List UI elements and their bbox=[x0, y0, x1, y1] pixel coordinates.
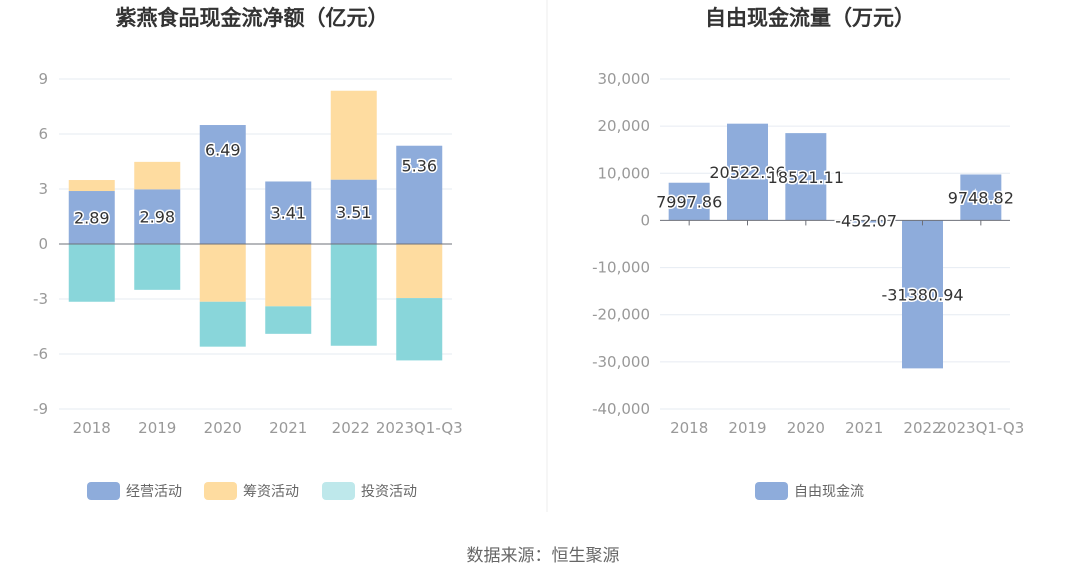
y-tick-label: -10,000 bbox=[592, 259, 650, 277]
x-tick-label: 2021 bbox=[269, 419, 307, 437]
investing-bar bbox=[199, 301, 246, 347]
fcf-value-label: 20522.96 bbox=[709, 163, 785, 182]
y-tick-label: -9 bbox=[33, 400, 48, 418]
legend-label: 自由现金流 bbox=[794, 484, 864, 500]
cash-flow-gridlines bbox=[59, 78, 452, 410]
cash-flow-chart: 紫燕食品现金流净额（亿元） 9 6 3 0 -3 -6 -9 2.89 2.98 6.49 3.4… bbox=[33, 6, 463, 500]
cash-flow-x-axis: 2018 2019 2020 2021 2022 2023Q1-Q3 bbox=[73, 419, 463, 437]
fcf-y-axis: 30,000 20,000 10,000 0 -10,000 -20,000 -30,000… bbox=[592, 70, 650, 418]
x-tick-label: 2023Q1-Q3 bbox=[937, 419, 1024, 437]
fcf-bar bbox=[668, 182, 710, 221]
operating-value-label: 2.98 bbox=[139, 208, 175, 227]
y-tick-label: -6 bbox=[33, 345, 48, 363]
free-cash-flow-chart-title: 自由现金流量（万元） bbox=[705, 6, 915, 30]
x-tick-label: 2019 bbox=[138, 419, 176, 437]
x-tick-label: 2019 bbox=[728, 419, 766, 437]
operating-bar bbox=[396, 145, 443, 244]
investing-bar bbox=[68, 244, 115, 302]
investing-bar bbox=[265, 306, 312, 334]
fcf-bar bbox=[960, 174, 1002, 221]
fcf-bar bbox=[902, 220, 943, 369]
y-tick-label: 20,000 bbox=[598, 117, 651, 135]
operating-value-label: 5.36 bbox=[401, 157, 437, 176]
operating-bar bbox=[265, 181, 312, 244]
fcf-value-label: -452.07 bbox=[835, 211, 897, 230]
financing-bar bbox=[134, 161, 181, 190]
cash-flow-legend: 经营活动 筹资活动 投资活动 bbox=[87, 482, 417, 500]
investing-bar bbox=[396, 298, 443, 361]
x-tick-label: 2021 bbox=[845, 419, 883, 437]
y-tick-label: -20,000 bbox=[592, 306, 650, 324]
fcf-bars bbox=[668, 123, 1002, 369]
operating-value-label: 3.51 bbox=[336, 203, 372, 222]
legend-swatch bbox=[87, 482, 120, 500]
y-tick-label: 0 bbox=[640, 211, 650, 229]
legend-label: 经营活动 bbox=[126, 484, 182, 500]
operating-value-label: 6.49 bbox=[205, 141, 241, 160]
operating-value-label: 3.41 bbox=[270, 204, 306, 223]
fcf-gridlines bbox=[660, 78, 1010, 410]
y-tick-label: 30,000 bbox=[598, 70, 651, 88]
investing-bar bbox=[134, 244, 181, 290]
data-source: 数据来源：恒生聚源 bbox=[467, 546, 620, 566]
fcf-value-label: -31380.94 bbox=[881, 285, 963, 304]
financing-bar bbox=[396, 244, 443, 299]
x-tick-label: 2018 bbox=[670, 419, 708, 437]
legend-swatch bbox=[204, 482, 237, 500]
fcf-zero-axis bbox=[660, 219, 1010, 226]
free-cash-flow-chart: 自由现金流量（万元） 30,000 20,000 10,000 0 -10,000 -20… bbox=[592, 6, 1024, 500]
legend-label: 筹资活动 bbox=[243, 483, 299, 500]
financing-bar bbox=[68, 180, 115, 192]
investing-bar bbox=[330, 244, 377, 346]
fcf-value-label: 9748.82 bbox=[948, 188, 1014, 207]
financing-bar bbox=[330, 90, 377, 180]
y-tick-label: -30,000 bbox=[592, 353, 650, 371]
fcf-bar bbox=[727, 123, 768, 221]
y-tick-label: 6 bbox=[38, 125, 48, 143]
x-tick-label: 2023Q1-Q3 bbox=[376, 419, 463, 437]
y-tick-label: -40,000 bbox=[592, 400, 650, 418]
cash-flow-data-labels: 2.89 2.98 6.49 3.41 3.51 5.36 bbox=[72, 139, 438, 229]
x-tick-label: 2022 bbox=[903, 419, 941, 437]
legend-swatch bbox=[755, 482, 788, 500]
legend-swatch bbox=[322, 482, 355, 500]
x-tick-label: 2020 bbox=[787, 419, 825, 437]
fcf-bar bbox=[785, 133, 827, 221]
fcf-legend: 自由现金流 bbox=[755, 482, 864, 500]
operating-bar bbox=[68, 191, 115, 244]
operating-value-label: 2.89 bbox=[74, 209, 110, 228]
y-tick-label: 9 bbox=[38, 70, 48, 88]
y-tick-label: -3 bbox=[33, 290, 48, 308]
y-tick-label: 10,000 bbox=[598, 164, 651, 182]
financing-bar bbox=[265, 244, 312, 307]
y-tick-label: 0 bbox=[38, 235, 48, 253]
cash-flow-bars bbox=[68, 90, 443, 361]
cash-flow-y-axis: 9 6 3 0 -3 -6 -9 bbox=[33, 70, 48, 418]
fcf-value-label: 18521.11 bbox=[768, 168, 844, 187]
operating-bar bbox=[199, 125, 246, 244]
x-tick-label: 2022 bbox=[332, 419, 370, 437]
financing-bar bbox=[199, 244, 246, 302]
y-tick-label: 3 bbox=[38, 180, 48, 198]
legend-label: 投资活动 bbox=[361, 484, 417, 500]
operating-bar bbox=[134, 189, 181, 244]
x-tick-label: 2020 bbox=[204, 419, 242, 437]
cash-flow-chart-title: 紫燕食品现金流净额（亿元） bbox=[116, 6, 389, 30]
x-tick-label: 2018 bbox=[73, 419, 111, 437]
fcf-value-label: 7997.86 bbox=[656, 193, 722, 212]
operating-bar bbox=[330, 179, 377, 244]
